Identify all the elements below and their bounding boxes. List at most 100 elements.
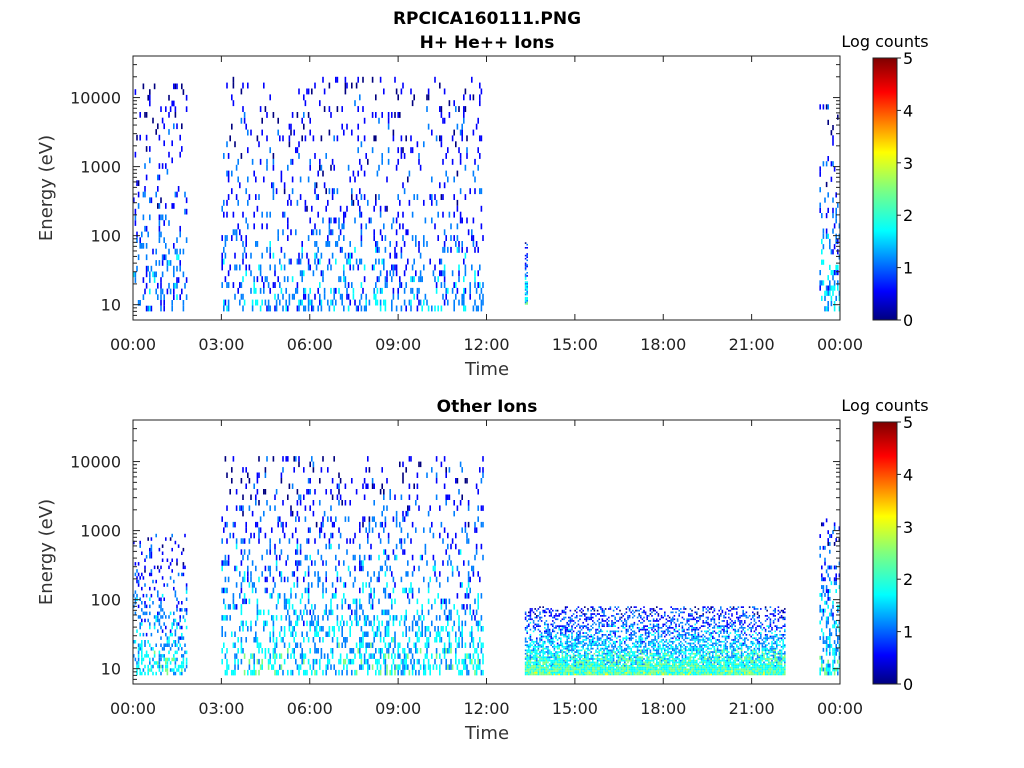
heatmap-cell bbox=[582, 621, 584, 624]
heatmap-cell bbox=[291, 604, 294, 610]
heatmap-cell bbox=[226, 587, 228, 594]
heatmap-cell bbox=[608, 666, 610, 669]
heatmap-cell bbox=[600, 608, 602, 610]
heatmap-cell bbox=[439, 582, 441, 588]
heatmap-cell bbox=[434, 194, 436, 200]
heatmap-cell bbox=[456, 565, 459, 572]
heatmap-cell bbox=[295, 287, 297, 294]
heatmap-cell bbox=[359, 188, 361, 195]
heatmap-cell bbox=[648, 663, 650, 665]
heatmap-cell bbox=[235, 565, 238, 572]
heatmap-cell bbox=[391, 664, 393, 670]
heatmap-cell bbox=[474, 554, 476, 561]
heatmap-cell bbox=[341, 123, 343, 130]
heatmap-cell bbox=[285, 604, 287, 610]
heatmap-cell bbox=[243, 549, 246, 555]
heatmap-cell bbox=[315, 194, 318, 200]
heatmap-cell bbox=[304, 287, 307, 294]
heatmap-cell bbox=[161, 615, 164, 619]
heatmap-cell bbox=[160, 601, 162, 605]
heatmap-cell bbox=[373, 615, 375, 621]
heatmap-cell bbox=[314, 182, 316, 189]
heatmap-cell bbox=[555, 615, 557, 617]
heatmap-cell bbox=[534, 649, 536, 652]
heatmap-cell bbox=[593, 668, 596, 671]
heatmap-cell bbox=[606, 668, 608, 671]
heatmap-cell bbox=[632, 654, 634, 657]
heatmap-cell bbox=[568, 659, 570, 662]
heatmap-cell bbox=[600, 628, 602, 631]
heatmap-cell bbox=[134, 562, 137, 566]
heatmap-cell bbox=[173, 282, 175, 289]
heatmap-cell bbox=[569, 654, 572, 657]
heatmap-cell bbox=[641, 637, 644, 640]
heatmap-cell bbox=[223, 299, 225, 306]
heatmap-cell bbox=[529, 609, 532, 612]
heatmap-cell bbox=[395, 241, 398, 247]
heatmap-cell bbox=[582, 625, 584, 627]
heatmap-cell bbox=[383, 489, 385, 495]
heatmap-cell bbox=[524, 673, 527, 676]
heatmap-cell bbox=[266, 456, 268, 462]
heatmap-cell bbox=[149, 157, 151, 164]
heatmap-cell bbox=[171, 625, 173, 630]
heatmap-cell bbox=[471, 637, 473, 643]
colorbar-tick-label: 3 bbox=[903, 154, 913, 173]
heatmap-cell bbox=[247, 147, 249, 154]
heatmap-cell bbox=[587, 659, 589, 662]
heatmap-cell bbox=[395, 521, 398, 528]
heatmap-cell bbox=[585, 627, 588, 629]
heatmap-cell bbox=[147, 265, 149, 272]
heatmap-cell bbox=[296, 582, 299, 588]
heatmap-cell bbox=[240, 282, 243, 288]
heatmap-cell bbox=[472, 235, 475, 241]
heatmap-cell bbox=[410, 135, 412, 142]
heatmap-cell bbox=[266, 158, 268, 165]
heatmap-cell bbox=[644, 659, 647, 662]
heatmap-cell bbox=[168, 615, 170, 619]
heatmap-cell bbox=[561, 665, 564, 667]
heatmap-cell bbox=[221, 587, 223, 594]
heatmap-cell bbox=[548, 659, 551, 662]
heatmap-cell bbox=[171, 203, 173, 209]
heatmap-cell bbox=[301, 252, 303, 259]
heatmap-cell bbox=[354, 176, 356, 183]
heatmap-cell bbox=[574, 671, 576, 674]
heatmap-cell bbox=[638, 656, 640, 659]
heatmap-cell bbox=[303, 576, 305, 583]
heatmap-cell bbox=[157, 174, 159, 181]
heatmap-cell bbox=[571, 647, 573, 650]
heatmap-cell bbox=[176, 604, 178, 609]
heatmap-cell bbox=[328, 538, 331, 544]
heatmap-cell bbox=[250, 270, 252, 277]
heatmap-cell bbox=[463, 664, 465, 670]
heatmap-cell bbox=[574, 646, 576, 648]
heatmap-cell bbox=[240, 478, 243, 484]
heatmap-cell bbox=[335, 76, 337, 83]
heatmap-cell bbox=[253, 287, 255, 294]
heatmap-cell bbox=[317, 648, 319, 654]
heatmap-cell bbox=[158, 597, 161, 601]
heatmap-cell bbox=[419, 276, 422, 283]
heatmap-cell bbox=[351, 620, 353, 627]
heatmap-cell bbox=[378, 532, 380, 539]
heatmap-cell bbox=[330, 264, 332, 271]
heatmap-cell bbox=[482, 554, 484, 561]
heatmap-cell bbox=[153, 661, 156, 665]
heatmap-cell bbox=[598, 649, 600, 652]
heatmap-cell bbox=[311, 88, 313, 95]
heatmap-cell bbox=[614, 670, 616, 672]
heatmap-cell bbox=[528, 646, 530, 648]
heatmap-cell bbox=[142, 214, 145, 221]
heatmap-cell bbox=[269, 631, 271, 637]
heatmap-cell bbox=[407, 560, 409, 566]
heatmap-cell bbox=[253, 658, 255, 665]
heatmap-cell bbox=[553, 646, 556, 648]
heatmap-cell bbox=[529, 611, 532, 614]
heatmap-cell bbox=[526, 665, 528, 667]
heatmap-cell bbox=[584, 656, 586, 659]
heatmap-cell bbox=[250, 287, 252, 294]
heatmap-cell bbox=[585, 668, 588, 671]
heatmap-cell bbox=[472, 305, 475, 312]
heatmap-cell bbox=[576, 668, 578, 671]
